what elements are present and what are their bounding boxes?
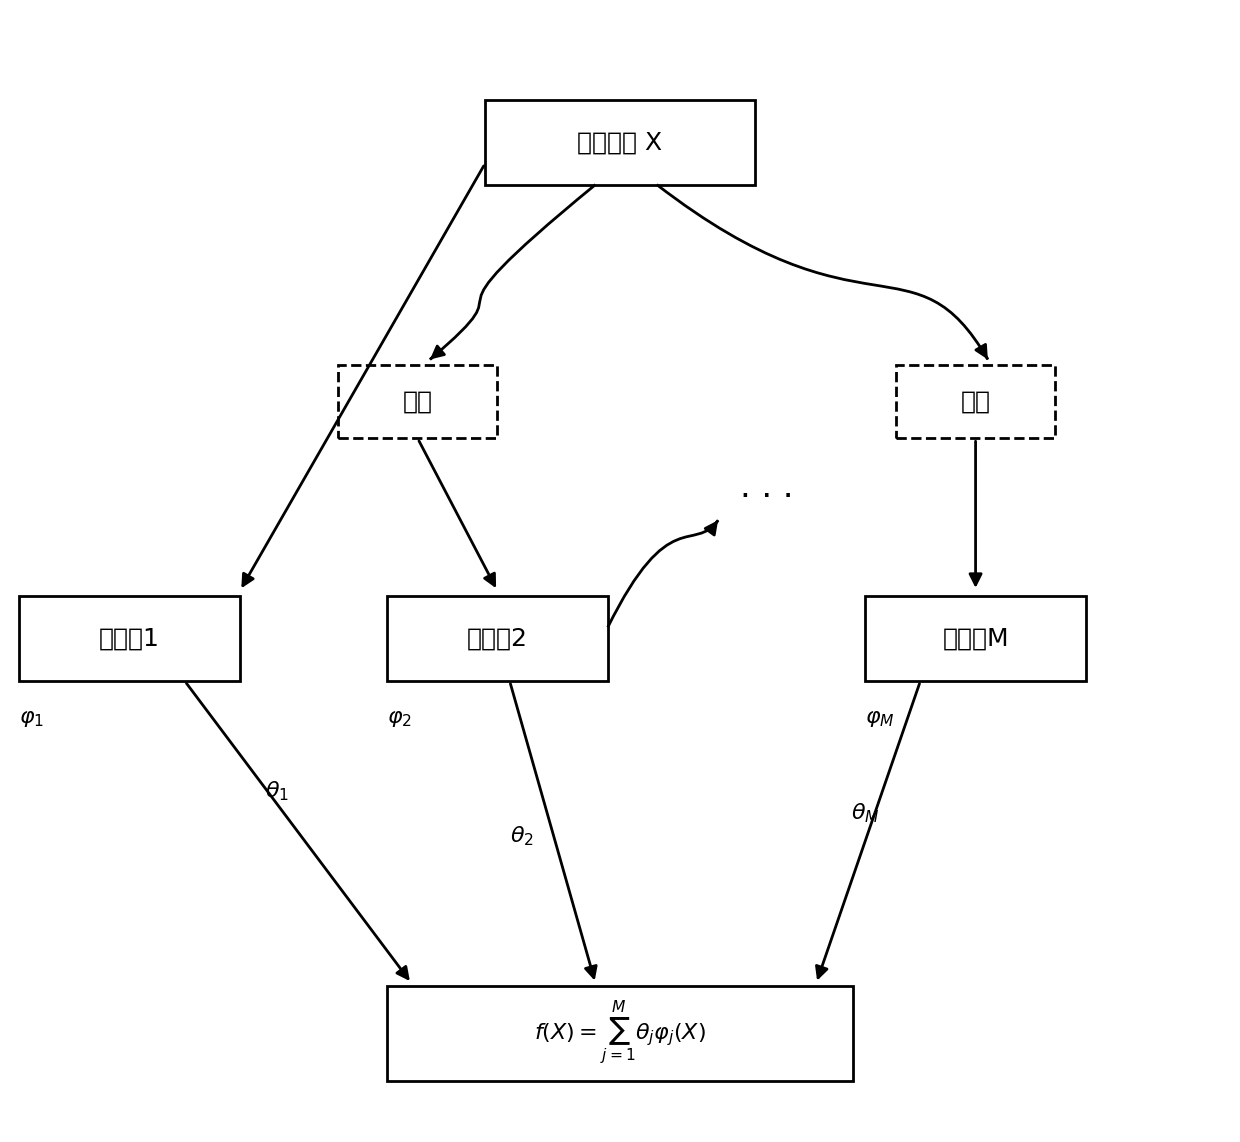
Text: $\varphi_2$: $\varphi_2$ [387,709,412,730]
Bar [387,596,608,681]
Bar [339,365,497,439]
Bar [895,365,1055,439]
Bar [387,986,853,1081]
Text: $\theta_M$: $\theta_M$ [851,802,879,826]
Text: $\varphi_1$: $\varphi_1$ [19,709,45,730]
Text: 决策树2: 决策树2 [467,627,528,651]
Text: · · ·: · · · [740,481,794,514]
Text: 加权: 加权 [403,389,433,413]
Bar [485,100,755,185]
Bar [866,596,1086,681]
Text: $\theta_1$: $\theta_1$ [264,779,289,803]
Text: 加权: 加权 [961,389,991,413]
Text: 决策树1: 决策树1 [99,627,160,651]
Bar [19,596,239,681]
Text: $\varphi_M$: $\varphi_M$ [866,709,895,730]
Text: $\theta_2$: $\theta_2$ [510,825,534,847]
Text: 决策树M: 决策树M [942,627,1009,651]
Text: 训练样本 X: 训练样本 X [578,130,662,154]
Text: $f(X)=\sum_{j=1}^{M}\theta_j\varphi_j(X)$: $f(X)=\sum_{j=1}^{M}\theta_j\varphi_j(X)… [534,999,706,1068]
